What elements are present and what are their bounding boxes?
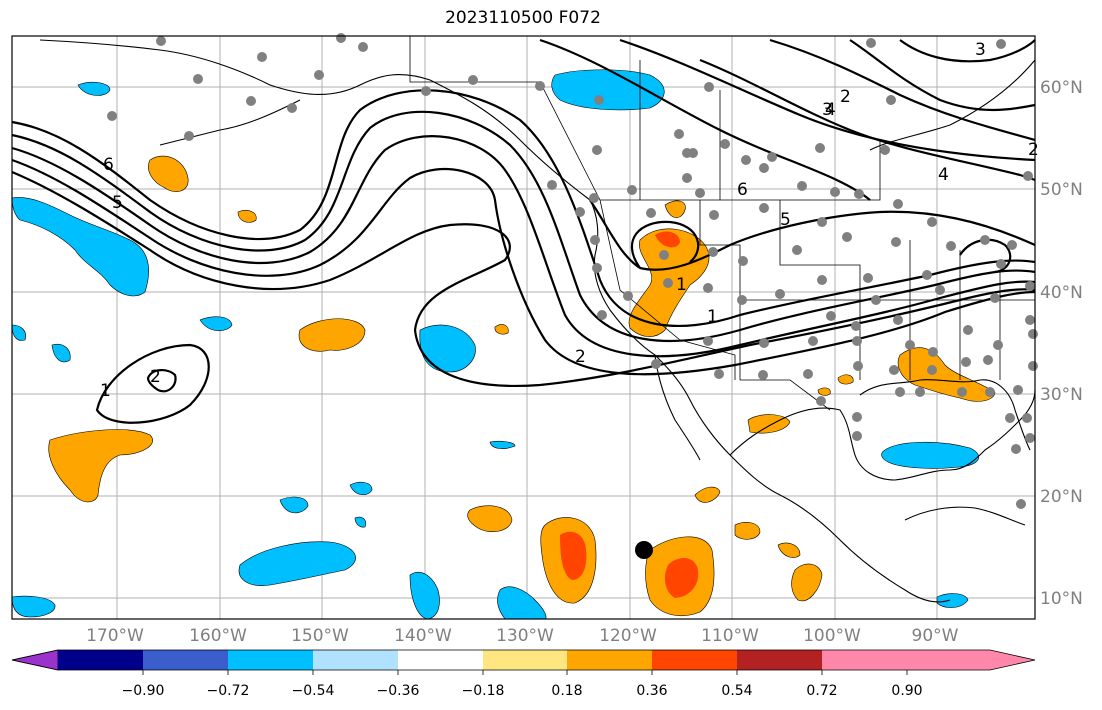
colorbar-tick: 0.54 [721,683,752,699]
colorbar-segment [737,650,822,670]
colorbar-segment [483,650,567,670]
map-area [12,36,1035,619]
colorbar-tick: 0.90 [891,683,922,699]
colorbar-segment [228,650,313,670]
contour-label: 4 [938,165,949,185]
colorbar-segment [143,650,228,670]
colorbar-segment [822,650,907,670]
lon-label: 120°W [599,626,657,646]
contour-label: 6 [103,155,114,175]
colorbar-segment [398,650,483,670]
colorbar-tick: 0.18 [551,683,582,699]
coastlines [39,39,1036,603]
colorbar: −0.90 −0.72 −0.54 −0.36 −0.18 0.18 0.36 … [11,649,1036,699]
contour-labels: 6 5 4 3 2 1 2 1 2 3 4 5 6 1 2 [100,40,1039,401]
colorbar-tick: 0.72 [806,683,837,699]
contour-label: 6 [737,180,748,200]
lon-label: 170°W [86,626,144,646]
contour-label: 5 [112,193,123,213]
lat-label: 40°N [1040,283,1083,303]
colorbar-segment [652,650,737,670]
colorbar-tick: −0.54 [292,683,335,699]
colorbar-segment [58,650,143,670]
map-title: 2023110500 F072 [445,8,601,28]
lon-label: 160°W [189,626,247,646]
lon-label: 140°W [394,626,452,646]
map-frame [11,35,1036,620]
contour-label: 5 [780,210,791,230]
colorbar-tick: 0.36 [636,683,667,699]
strong-positive-anomaly-regions [560,231,699,598]
colorbar-segment [313,650,398,670]
contour-label: 2 [1028,140,1039,160]
longitude-labels: 170°W 160°W 150°W 140°W 130°W 120°W 110°… [86,626,959,646]
lon-label: 110°W [701,626,759,646]
storm-center-marker [635,541,653,559]
lat-label: 60°N [1040,78,1083,98]
colorbar-tick: −0.72 [207,683,250,699]
contour-label: 1 [100,381,111,401]
lat-label: 30°N [1040,385,1083,405]
lon-label: 150°W [291,626,349,646]
contour-label: 2 [840,87,851,107]
lon-label: 130°W [496,626,554,646]
contour-label: 3 [975,40,986,60]
contour-label: 2 [150,367,161,387]
colorbar-segment [567,650,652,670]
lon-label: 100°W [803,626,861,646]
latitude-labels: 60°N 50°N 40°N 30°N 20°N 10°N [1040,78,1083,609]
lat-label: 20°N [1040,487,1083,507]
colorbar-tick: −0.18 [462,683,505,699]
contour-label: 4 [825,100,836,120]
lat-label: 10°N [1040,589,1083,609]
colorbar-max-arrow [907,650,1035,670]
contour-label: 1 [676,275,687,295]
lat-label: 50°N [1040,180,1083,200]
colorbar-tick: −0.36 [377,683,420,699]
contour-label: 2 [575,347,586,367]
contour-label: 1 [707,307,718,327]
station-markers [107,33,1038,509]
lon-label: 90°W [912,626,959,646]
negative-anomaly-regions [11,69,979,620]
colorbar-min-arrow [11,649,59,671]
colorbar-tick: −0.90 [122,683,165,699]
contour-label: 3 [822,100,833,120]
